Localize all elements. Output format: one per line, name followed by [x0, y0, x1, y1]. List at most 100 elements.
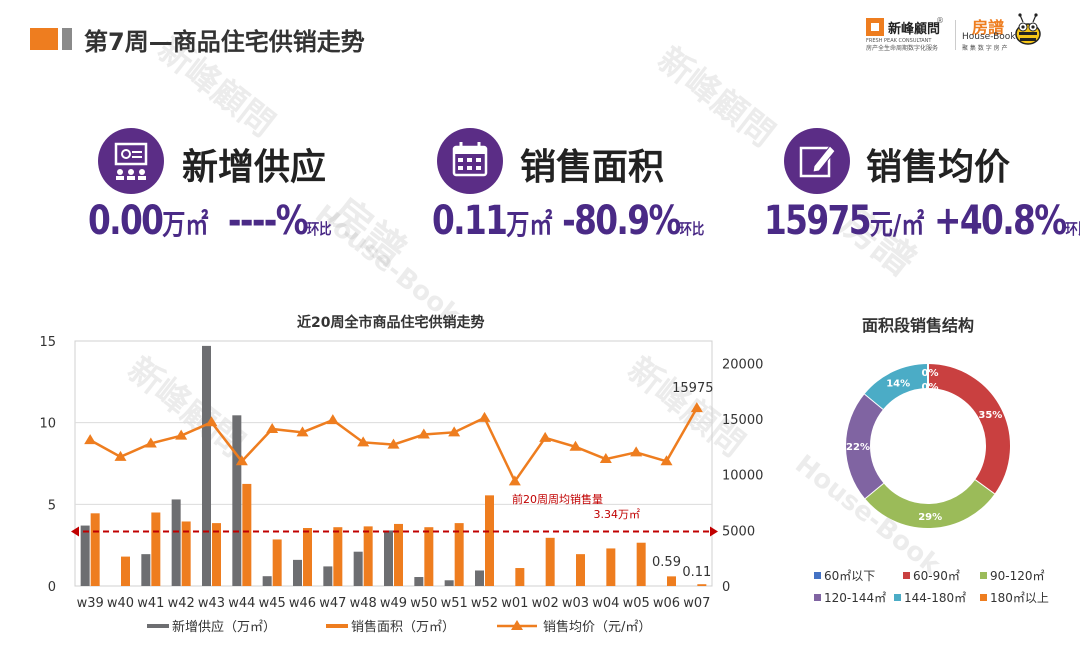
y-tick-left: 10 [39, 417, 56, 432]
page-title: 第7周—商品住宅供销走势 [84, 28, 365, 56]
price-marker [114, 450, 127, 461]
supply-bar [414, 577, 424, 586]
house-book-logo-en: House-Book [962, 32, 1016, 42]
area-bar [424, 527, 434, 586]
kpi-price-unit: 元/㎡ [869, 208, 925, 241]
kpi-supply-icon-bg [98, 128, 164, 194]
x-tick-label: w42 [168, 596, 195, 611]
legend-swatch [980, 572, 987, 579]
fresh-peak-logo-en: FRESH PEAK CONSULTANT [866, 38, 932, 44]
supply-bar [202, 345, 211, 586]
supply-bar [384, 530, 393, 586]
legend-swatch-area [326, 624, 348, 628]
kpi-price-value: 15975 [764, 198, 872, 244]
y-tick-left: 0 [48, 580, 56, 595]
combo-chart-title: 近20周全市商品住宅供销走势 [297, 315, 485, 331]
supply-bar [171, 499, 181, 586]
fresh-peak-logo-name: 新峰顧問 [888, 22, 941, 37]
area-bar [272, 539, 282, 586]
area-data-label: 0.59 [652, 555, 681, 570]
kpi-area-change-label: 环比 [679, 220, 705, 238]
y-tick-right: 5000 [722, 524, 755, 539]
bee-mascot-icon [1015, 13, 1041, 45]
kpi-area-label: 销售面积 [520, 147, 665, 188]
house-book-logo-sub: 聚 集 数 字 房 产 [962, 45, 1008, 52]
price-marker [144, 437, 157, 448]
x-tick-label: w52 [471, 596, 498, 611]
donut-chart-title: 面积段销售结构 [862, 316, 975, 335]
x-tick-label: w05 [623, 596, 650, 611]
kpi-area-change: -80.9% [562, 198, 681, 244]
kpi-supply-label: 新增供应 [182, 147, 327, 188]
average-value-label: 3.34万㎡ [594, 508, 641, 521]
area-bar [636, 542, 646, 586]
area-bar [303, 528, 312, 586]
area-bar [151, 512, 161, 586]
donut-value-label: 0% [922, 382, 939, 393]
fresh-peak-logo-reg: ® [936, 16, 944, 25]
price-marker [387, 438, 400, 449]
x-tick-label: w07 [683, 596, 710, 611]
legend-label: 180㎡以上 [990, 591, 1049, 605]
legend-label: 60-90㎡ [913, 569, 960, 583]
area-bar [454, 523, 464, 586]
legend-label-supply: 新增供应（万㎡） [172, 619, 276, 635]
supply-bar [323, 566, 333, 586]
edit-icon [799, 145, 836, 178]
legend-swatch [814, 594, 821, 601]
area-bar [242, 483, 252, 586]
price-marker [539, 431, 552, 442]
supply-bar [80, 525, 90, 586]
area-bar [90, 513, 100, 586]
x-tick-label: w01 [501, 596, 528, 611]
kpi-area-icon-bg [437, 128, 503, 194]
price-marker [205, 416, 218, 427]
area-data-label: 0.11 [682, 565, 711, 580]
supply-bar [475, 570, 484, 586]
area-bar [212, 523, 221, 586]
price-marker [296, 426, 309, 437]
kpi-supply-change: ----% [227, 198, 309, 244]
donut-value-label: 35% [978, 410, 1002, 421]
header-accent [30, 28, 58, 50]
donut-slice [927, 364, 1010, 495]
x-tick-label: w41 [137, 596, 164, 611]
x-tick-label: w45 [259, 596, 286, 611]
legend-swatch [894, 594, 901, 601]
y-tick-right: 0 [722, 580, 730, 595]
area-bar [333, 527, 343, 586]
legend-label-area: 销售面积（万㎡） [351, 619, 455, 635]
donut-chart: 0% 35% 29% 22% 14% 0% 60㎡以下 60-90㎡ 90-120㎡ 120-14… [814, 364, 1049, 605]
donut-separator [864, 482, 884, 500]
area-bar [576, 554, 585, 586]
donut-slice [864, 479, 995, 528]
legend-label-price: 销售均价（元/㎡） [543, 619, 651, 635]
legend-label: 144-180㎡ [904, 591, 966, 605]
area-bar [515, 568, 525, 586]
price-marker [478, 411, 491, 422]
price-marker [660, 455, 673, 466]
legend-swatch-supply [147, 624, 169, 628]
supply-bar [293, 559, 302, 586]
average-arrow-right [710, 526, 718, 537]
y-tick-left: 15 [39, 335, 56, 350]
supply-bar [232, 415, 242, 586]
x-tick-label: w40 [107, 596, 134, 611]
price-marker [630, 446, 643, 457]
kpi-supply-value: 0.00 [88, 198, 164, 244]
x-tick-label: w03 [562, 596, 589, 611]
price-marker [175, 429, 188, 440]
kpi-price-value-line: 15975元/㎡ +40.8%环比 [764, 198, 1080, 244]
supply-bar [353, 551, 363, 586]
kpi-price-icon-bg [784, 128, 850, 194]
donut-value-label: 22% [846, 442, 870, 453]
x-tick-label: w50 [410, 596, 437, 611]
price-marker [508, 475, 521, 486]
area-bar [606, 548, 616, 586]
legend-label: 60㎡以下 [824, 569, 875, 583]
house-book-logo-cn: 房譜 [972, 18, 1005, 37]
area-bar [697, 584, 707, 586]
kpi-area-value-line: 0.11万㎡ -80.9%环比 [432, 198, 704, 244]
x-tick-label: w51 [441, 596, 468, 611]
y-tick-right: 15000 [722, 413, 763, 428]
